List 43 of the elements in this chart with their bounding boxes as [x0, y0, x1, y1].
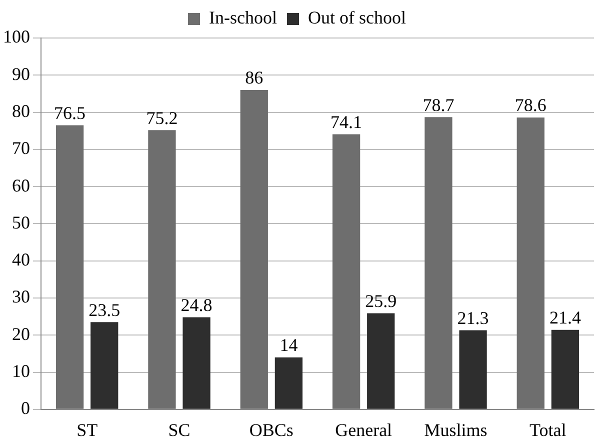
data-label: 76.5	[54, 103, 86, 124]
data-label: 14	[280, 335, 298, 356]
data-label: 86	[245, 68, 264, 88]
y-tick-label: 10	[12, 360, 30, 381]
legend-label: In-school	[209, 8, 277, 28]
y-tick-label: 90	[12, 64, 30, 84]
bar	[459, 330, 487, 409]
data-label: 23.5	[88, 300, 120, 320]
bar	[424, 117, 452, 409]
bar	[332, 134, 360, 409]
y-tick-label: 100	[3, 26, 30, 47]
bar	[274, 357, 303, 409]
data-label: 78.7	[422, 94, 454, 115]
x-tick-label: OBCs	[249, 420, 294, 440]
data-label: 21.4	[549, 308, 581, 328]
bar	[56, 125, 84, 409]
data-label: 25.9	[365, 290, 397, 311]
x-tick-label: General	[335, 420, 392, 440]
y-tick-label: 60	[12, 175, 30, 196]
bar	[367, 313, 395, 409]
bar	[551, 330, 580, 409]
y-tick-label: 20	[12, 324, 30, 344]
data-label: 21.3	[457, 308, 489, 328]
y-tick-label: 40	[12, 250, 30, 270]
y-tick-label: 80	[12, 101, 30, 122]
y-tick-label: 70	[12, 138, 30, 158]
bar	[516, 117, 544, 409]
y-tick-label: 50	[12, 212, 30, 232]
bar	[240, 90, 268, 409]
data-label: 78.6	[514, 95, 546, 116]
legend-label: Out of school	[308, 8, 406, 28]
y-tick-label: 0	[21, 398, 30, 418]
x-tick-label: Muslims	[424, 420, 488, 440]
bar	[90, 322, 118, 409]
data-label: 75.2	[146, 108, 178, 128]
data-label: 24.8	[180, 295, 212, 316]
x-tick-label: Total	[530, 420, 566, 440]
bar	[148, 130, 176, 409]
x-tick-label: SC	[168, 420, 190, 440]
y-tick-label: 30	[12, 286, 30, 307]
bar	[182, 317, 210, 409]
data-label: 74.1	[330, 112, 362, 132]
x-tick-label: ST	[76, 420, 98, 440]
